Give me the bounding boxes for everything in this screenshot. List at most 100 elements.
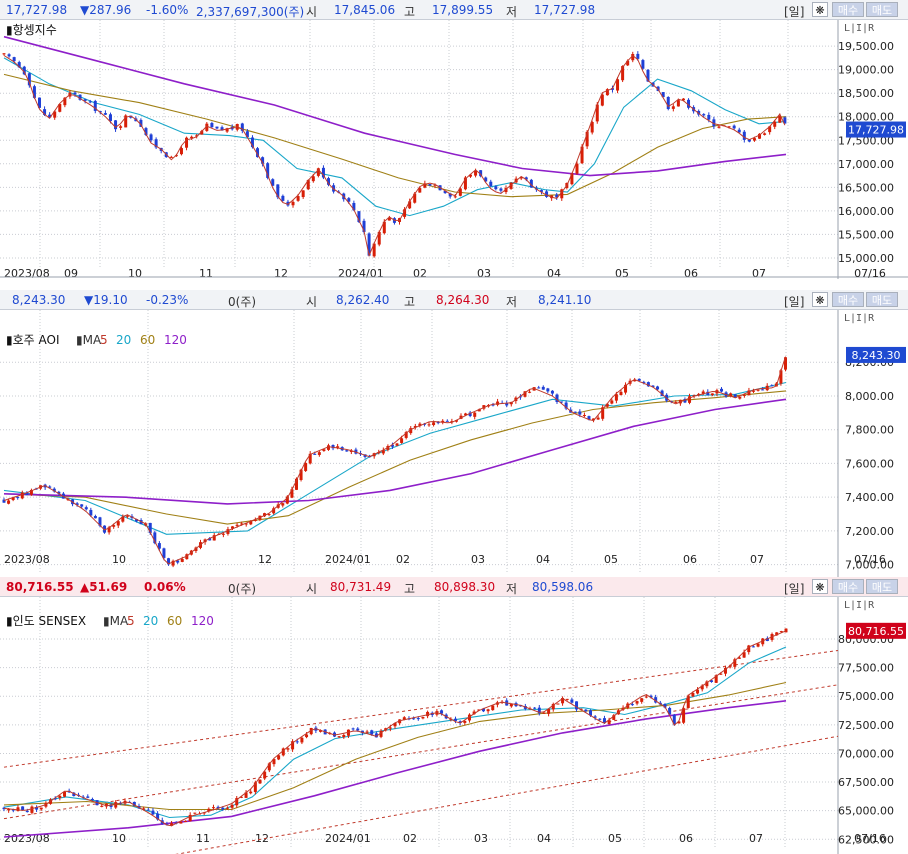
gear-icon[interactable]: ❋ xyxy=(812,2,828,17)
candle-body xyxy=(779,631,783,633)
candle-body xyxy=(440,710,444,714)
sensex-pct: 0.06% xyxy=(144,580,186,594)
sensex-sell-button[interactable]: 매도 xyxy=(866,579,898,594)
hsi-period-button[interactable]: [일] xyxy=(784,5,805,19)
candle-body xyxy=(215,126,219,129)
candle-body xyxy=(491,705,495,711)
x-tick-label: 04 xyxy=(547,267,561,280)
candle-body xyxy=(691,693,695,697)
asx-high-label: 고 xyxy=(404,295,416,309)
y-tick-label: 7,600.00 xyxy=(845,457,894,470)
ma5-line xyxy=(3,54,786,258)
candle-body xyxy=(221,807,225,810)
candle-body xyxy=(210,123,214,128)
candle-body xyxy=(600,94,604,106)
y-tick-label: 62,500.00 xyxy=(838,833,894,846)
sensex-period-button[interactable]: [일] xyxy=(784,582,805,596)
candle-body xyxy=(677,721,681,724)
hsi-buy-button[interactable]: 매수 xyxy=(832,2,864,17)
candle-body xyxy=(413,425,417,428)
candle-body xyxy=(12,57,16,62)
candle-body xyxy=(668,707,672,715)
candle-body xyxy=(80,504,84,507)
candle-body xyxy=(427,424,431,426)
candle-body xyxy=(464,413,468,416)
candle-body xyxy=(304,463,308,471)
candle-body xyxy=(300,737,304,743)
ma20-line xyxy=(3,381,787,535)
candle-body xyxy=(621,66,625,81)
asx-period-button[interactable]: [일] xyxy=(784,295,805,309)
gear-icon[interactable]: ❋ xyxy=(812,579,828,594)
y-tick-label: 16,500.00 xyxy=(838,181,894,194)
y-tick-label: 18,000.00 xyxy=(838,111,894,124)
candle-body xyxy=(656,386,660,390)
candle-body xyxy=(149,134,153,141)
candle-body xyxy=(463,177,467,190)
candle-body xyxy=(98,517,102,526)
candle-body xyxy=(21,806,25,810)
candle-body xyxy=(592,418,596,421)
sensex-open-label: 시 xyxy=(306,582,318,596)
candle-body xyxy=(319,730,323,732)
candle-body xyxy=(73,92,77,95)
hsi-chart: 15,000.00 15,500.00 16,000.00 16,500.00 17,0… xyxy=(0,20,908,290)
candle-body xyxy=(208,538,212,541)
candle-body xyxy=(317,452,321,455)
candle-body xyxy=(230,804,234,808)
ma5-line xyxy=(3,630,787,827)
candle-body xyxy=(403,209,407,217)
candle-body xyxy=(104,803,108,807)
candle-body xyxy=(57,491,61,494)
candle-body xyxy=(565,698,569,700)
candle-body xyxy=(423,183,427,188)
candle-body xyxy=(11,497,15,501)
candle-body xyxy=(365,731,369,733)
y-tick-label: 7,400.00 xyxy=(845,491,894,504)
asx-open-label: 시 xyxy=(306,295,318,309)
gear-icon[interactable]: ❋ xyxy=(812,292,828,307)
candle-body xyxy=(256,148,260,158)
last-price-tag xyxy=(846,622,906,639)
x-tick-label: 07 xyxy=(749,832,763,845)
candle-body xyxy=(2,53,6,55)
candle-body xyxy=(482,405,486,409)
asx-price: 8,243.30 xyxy=(12,293,66,307)
asx-sell-button[interactable]: 매도 xyxy=(866,292,898,307)
asx-low: 8,241.10 xyxy=(538,293,592,307)
sensex-buy-button[interactable]: 매수 xyxy=(832,579,864,594)
candle-body xyxy=(468,174,472,177)
candle-body xyxy=(7,808,11,811)
candle-body xyxy=(212,535,216,541)
candle-body xyxy=(124,115,128,128)
candle-body xyxy=(590,121,594,133)
asx-buy-button[interactable]: 매수 xyxy=(832,292,864,307)
candle-body xyxy=(93,516,97,519)
candle-body xyxy=(305,734,309,738)
candle-body xyxy=(11,809,15,811)
x-tick-label: 2023/08 xyxy=(4,267,50,280)
candle-body xyxy=(561,697,565,704)
candle-body xyxy=(448,193,452,197)
candle-body xyxy=(188,814,192,822)
candle-body xyxy=(697,393,701,395)
candle-body xyxy=(733,394,737,398)
last-price-tag xyxy=(846,121,906,138)
y-tick-label: 15,500.00 xyxy=(838,228,894,241)
hsi-sell-button[interactable]: 매도 xyxy=(866,2,898,17)
candle-body xyxy=(291,741,295,750)
y-tick-label: 16,000.00 xyxy=(838,205,894,218)
candle-body xyxy=(390,444,394,447)
candle-body xyxy=(537,387,541,389)
candle-body xyxy=(418,423,422,426)
candle-body xyxy=(728,666,732,668)
candle-body xyxy=(121,516,125,522)
x-tick-label: 06 xyxy=(683,553,697,566)
candle-body xyxy=(220,127,224,131)
candle-body xyxy=(342,735,346,738)
y-tick-label: 67,500.00 xyxy=(838,776,894,789)
sensex-price: 80,716.55 xyxy=(6,580,74,594)
x-tick-label: 07 xyxy=(750,553,764,566)
candle-body xyxy=(551,704,555,710)
candle-body xyxy=(84,507,88,510)
